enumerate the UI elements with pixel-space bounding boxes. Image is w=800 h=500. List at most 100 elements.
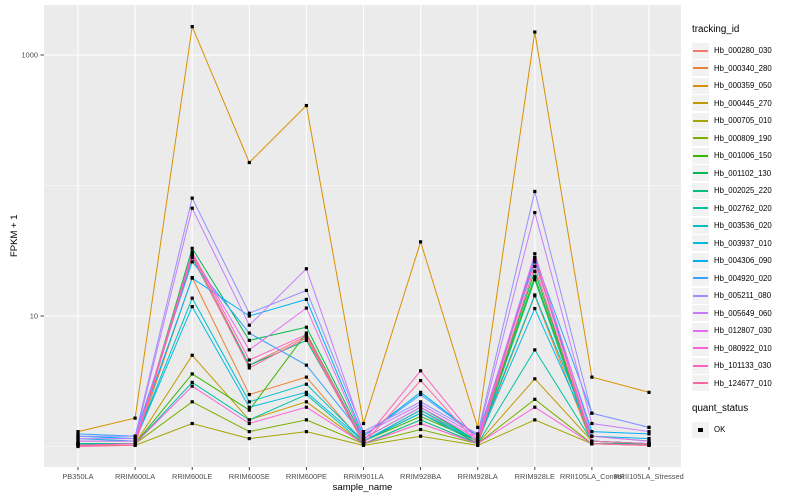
legend-item-Hb_004920_020: Hb_004920_020 xyxy=(692,270,798,288)
legend-title-tracking-id: tracking_id xyxy=(692,24,740,35)
legend-item-Hb_004306_090: Hb_004306_090 xyxy=(692,252,798,270)
data-point xyxy=(247,338,251,343)
data-point xyxy=(190,353,194,357)
data-point xyxy=(247,358,251,362)
data-point xyxy=(304,382,308,386)
data-point xyxy=(304,338,308,343)
data-point xyxy=(247,392,251,397)
legend-item-label: OK xyxy=(714,425,726,435)
data-point xyxy=(133,442,137,446)
data-point xyxy=(190,421,194,426)
legend-key-swatch xyxy=(692,147,709,164)
data-point xyxy=(361,434,366,438)
legend-key-line-icon xyxy=(693,84,708,87)
legend-key-swatch xyxy=(692,112,709,129)
data-point xyxy=(533,405,537,409)
data-point xyxy=(247,430,251,434)
legend-item-label: Hb_000280_030 xyxy=(714,46,772,56)
data-point xyxy=(361,432,366,436)
legend-item-label: Hb_012807_030 xyxy=(714,326,772,336)
x-tick-label-RRIM600LE: RRIM600LE xyxy=(172,472,213,481)
legend-key-line-icon xyxy=(693,154,708,157)
data-point xyxy=(533,278,537,282)
legend-item-Hb_080922_010: Hb_080922_010 xyxy=(692,340,798,358)
legend-key-swatch xyxy=(692,375,709,392)
legend-key-line-icon xyxy=(693,137,708,140)
data-point xyxy=(590,439,594,443)
data-point xyxy=(247,348,251,352)
legend-item-quant-ok: OK xyxy=(692,421,798,439)
data-point xyxy=(533,377,537,381)
data-point xyxy=(647,439,651,443)
x-tick-label-RRIM600PE: RRIM600PE xyxy=(285,472,327,481)
data-point xyxy=(647,443,651,447)
data-point xyxy=(247,331,251,335)
data-point xyxy=(533,269,537,273)
data-point xyxy=(304,363,308,367)
data-point xyxy=(190,196,194,200)
legend-key-line-icon xyxy=(693,347,708,350)
legend-item-Hb_000445_270: Hb_000445_270 xyxy=(692,95,798,113)
data-point xyxy=(304,325,308,329)
data-point xyxy=(361,421,366,426)
legend-key-swatch xyxy=(692,95,709,112)
data-point xyxy=(419,390,423,394)
legend-section-quant-status: quant_status OK xyxy=(692,403,798,439)
legend-key-swatch xyxy=(692,77,709,94)
legend-key-line-icon xyxy=(693,294,708,297)
data-point xyxy=(361,442,366,446)
data-point xyxy=(190,384,194,388)
data-point xyxy=(361,436,366,441)
data-point xyxy=(247,363,251,367)
legend-item-Hb_001102_130: Hb_001102_130 xyxy=(692,165,798,183)
data-point xyxy=(190,256,194,260)
data-point xyxy=(647,436,651,441)
data-point xyxy=(533,293,537,297)
x-tick-label-RRIM600LA: RRIM600LA xyxy=(114,472,156,481)
legend-key-line-icon xyxy=(693,364,708,367)
data-point xyxy=(419,378,423,383)
data-point xyxy=(133,439,137,443)
legend-key-line-icon xyxy=(693,119,708,122)
data-point xyxy=(419,240,423,244)
data-point xyxy=(419,392,423,397)
legend-item-Hb_000705_010: Hb_000705_010 xyxy=(692,112,798,130)
data-point xyxy=(304,306,308,310)
data-point xyxy=(247,418,251,422)
legend-item-Hb_003937_010: Hb_003937_010 xyxy=(692,235,798,253)
legend-item-label: Hb_000705_010 xyxy=(714,116,772,126)
x-tick-label-PB350LA: PB350LA xyxy=(62,472,94,481)
data-point xyxy=(476,425,480,430)
legend-item-Hb_002762_020: Hb_002762_020 xyxy=(692,200,798,218)
data-point xyxy=(247,314,251,318)
data-point xyxy=(247,311,251,315)
data-point xyxy=(419,427,423,432)
data-point xyxy=(76,430,80,434)
data-point xyxy=(247,421,251,426)
data-point xyxy=(476,442,480,446)
data-point xyxy=(247,323,251,327)
data-point xyxy=(76,432,80,436)
data-point xyxy=(419,434,423,438)
legend-item-label: Hb_001006_150 xyxy=(714,151,772,161)
data-point xyxy=(190,400,194,404)
data-point xyxy=(304,336,308,340)
legend-item-list: Hb_000280_030 Hb_000340_280 Hb_000359_050 H… xyxy=(692,42,798,392)
legend-item-label: Hb_000809_190 xyxy=(714,133,772,143)
legend-key-swatch xyxy=(692,252,709,269)
data-point xyxy=(190,252,194,256)
data-point xyxy=(419,414,423,419)
data-point xyxy=(361,439,366,443)
legend-item-label: Hb_004306_090 xyxy=(714,256,772,266)
legend-key-swatch xyxy=(692,287,709,304)
legend-item-label: Hb_124677_010 xyxy=(714,378,772,388)
data-point xyxy=(533,258,537,262)
legend-item-label: Hb_000340_280 xyxy=(714,63,772,73)
data-point xyxy=(304,375,308,379)
data-point xyxy=(533,189,537,194)
data-point xyxy=(190,25,194,29)
data-point xyxy=(533,397,537,401)
legend-item-label: Hb_000359_050 xyxy=(714,81,772,91)
